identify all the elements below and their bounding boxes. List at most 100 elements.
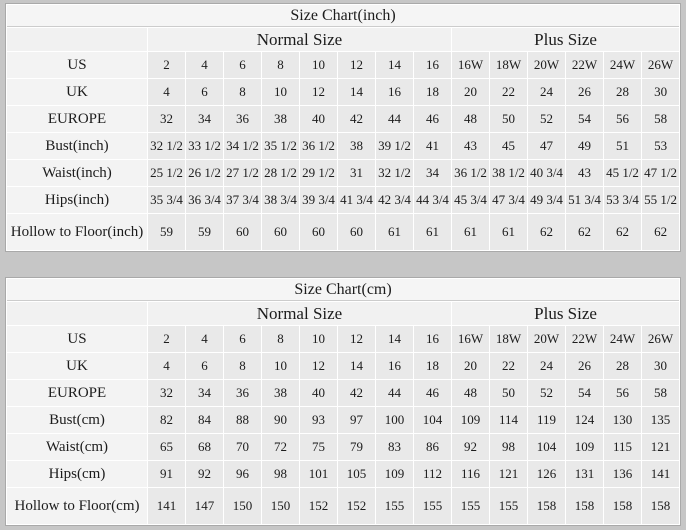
size-value: 41 3/4: [338, 187, 375, 213]
size-value: 22W: [566, 52, 603, 78]
size-value: 92: [452, 434, 489, 460]
size-value: 34: [414, 160, 451, 186]
size-value: 114: [490, 407, 527, 433]
size-value: 16: [376, 79, 413, 105]
size-value: 6: [224, 52, 261, 78]
size-value: 46: [414, 106, 451, 132]
size-value: 121: [642, 434, 680, 460]
size-value: 26: [566, 79, 603, 105]
size-value: 97: [338, 407, 375, 433]
size-value: 116: [452, 461, 489, 487]
size-value: 53: [642, 133, 680, 159]
size-value: 47: [528, 133, 565, 159]
size-value: 53 3/4: [604, 187, 641, 213]
size-value: 14: [376, 326, 413, 352]
size-value: 60: [224, 214, 261, 250]
size-value: 24W: [604, 52, 641, 78]
size-value: 50: [490, 106, 527, 132]
row-label: Hollow to Floor(cm): [7, 488, 147, 524]
size-value: 49 3/4: [528, 187, 565, 213]
size-value: 12: [300, 79, 337, 105]
row-label: Waist(inch): [7, 160, 147, 186]
size-value: 37 3/4: [224, 187, 261, 213]
size-value: 24: [528, 353, 565, 379]
size-value: 98: [262, 461, 299, 487]
size-value: 36: [224, 106, 261, 132]
size-value: 79: [338, 434, 375, 460]
column-group-header: Normal Size: [148, 28, 451, 51]
size-value: 10: [262, 79, 299, 105]
size-value: 44: [376, 106, 413, 132]
size-value: 34 1/2: [224, 133, 261, 159]
size-value: 45 1/2: [604, 160, 641, 186]
row-label: Bust(inch): [7, 133, 147, 159]
table-row: UK 4 6 8 10 12 14 16 18 20 22 24 26 28 30: [7, 79, 680, 105]
size-value: 20: [452, 79, 489, 105]
size-value: 12: [300, 353, 337, 379]
size-value: 14: [376, 52, 413, 78]
size-value: 45: [490, 133, 527, 159]
size-value: 4: [148, 353, 185, 379]
size-value: 152: [300, 488, 337, 524]
size-value: 45 3/4: [452, 187, 489, 213]
corner-cell: [7, 28, 147, 51]
size-value: 32: [148, 106, 185, 132]
size-value: 35 3/4: [148, 187, 185, 213]
size-value: 38: [262, 106, 299, 132]
size-value: 47 1/2: [642, 160, 680, 186]
size-value: 26: [566, 353, 603, 379]
size-value: 30: [642, 353, 680, 379]
table-row: Hollow to Floor(inch) 59 59 60 60 60 60 61 61 61 6…: [7, 214, 680, 250]
size-value: 12: [338, 326, 375, 352]
size-value: 20W: [528, 326, 565, 352]
row-label: Hips(cm): [7, 461, 147, 487]
size-value: 36 1/2: [300, 133, 337, 159]
size-value: 150: [262, 488, 299, 524]
size-value: 42: [338, 106, 375, 132]
size-value: 8: [224, 79, 261, 105]
size-value: 56: [604, 106, 641, 132]
size-value: 90: [262, 407, 299, 433]
size-value: 104: [528, 434, 565, 460]
row-label: EUROPE: [7, 380, 147, 406]
size-value: 150: [224, 488, 261, 524]
size-value: 32 1/2: [148, 133, 185, 159]
size-value: 26W: [642, 52, 680, 78]
size-value: 16: [414, 52, 451, 78]
corner-cell: [7, 302, 147, 325]
size-value: 158: [528, 488, 565, 524]
chart-title: Size Chart(inch): [7, 5, 680, 27]
size-value: 62: [604, 214, 641, 250]
size-value: 30: [642, 79, 680, 105]
size-value: 52: [528, 380, 565, 406]
size-value: 130: [604, 407, 641, 433]
size-value: 26 1/2: [186, 160, 223, 186]
size-value: 33 1/2: [186, 133, 223, 159]
size-value: 8: [262, 326, 299, 352]
size-value: 72: [262, 434, 299, 460]
size-value: 12: [338, 52, 375, 78]
size-value: 121: [490, 461, 527, 487]
size-value: 38: [338, 133, 375, 159]
size-value: 112: [414, 461, 451, 487]
size-value: 61: [376, 214, 413, 250]
size-value: 44 3/4: [414, 187, 451, 213]
size-value: 54: [566, 380, 603, 406]
size-value: 56: [604, 380, 641, 406]
size-value: 49: [566, 133, 603, 159]
size-value: 36 3/4: [186, 187, 223, 213]
size-value: 158: [604, 488, 641, 524]
size-value: 155: [376, 488, 413, 524]
size-value: 60: [300, 214, 337, 250]
size-value: 42: [338, 380, 375, 406]
size-value: 98: [490, 434, 527, 460]
table-row: Bust(cm) 82 84 88 90 93 97 100 104 109 114 119 124 13…: [7, 407, 680, 433]
row-label: US: [7, 52, 147, 78]
size-value: 38: [262, 380, 299, 406]
size-value: 135: [642, 407, 680, 433]
size-value: 14: [338, 79, 375, 105]
size-value: 88: [224, 407, 261, 433]
size-value: 126: [528, 461, 565, 487]
size-value: 59: [148, 214, 185, 250]
size-value: 44: [376, 380, 413, 406]
